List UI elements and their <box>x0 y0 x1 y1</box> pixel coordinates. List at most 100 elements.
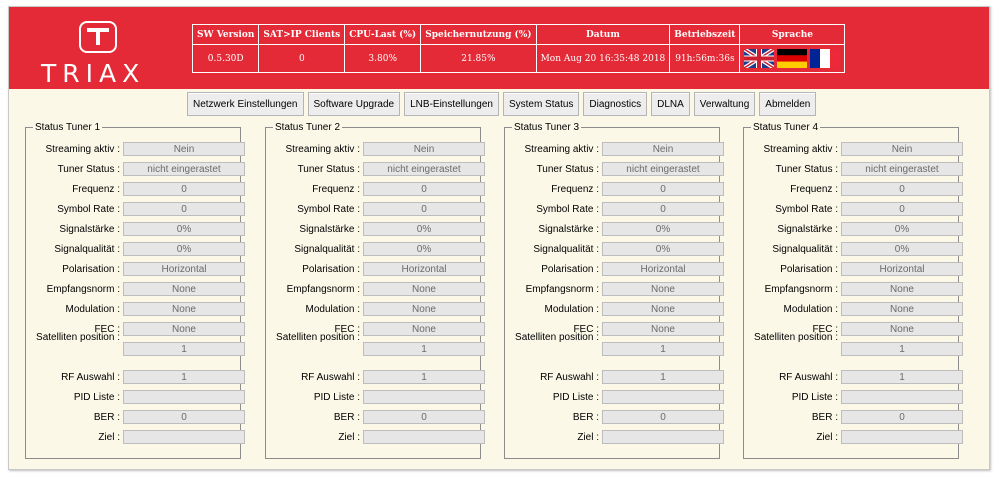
tuner-panel-2: Status Tuner 2 Streaming aktiv : Nein Tuner… <box>265 122 485 459</box>
tuner-field-row: Tuner Status : nicht eingerastet <box>266 162 485 178</box>
tuner-field-label: BER : <box>572 412 599 423</box>
tuner-field-value <box>602 390 724 404</box>
tuner-field-label: Ziel : <box>98 432 120 443</box>
tuner-field-row: BER :0 <box>266 410 485 426</box>
tuner-field-row: Signalstärke :0% <box>26 222 245 238</box>
tuner-field-row: Streaming aktiv : Nein <box>266 142 485 158</box>
tuner-field-label: Polarisation : <box>780 264 838 275</box>
tuner-field-row: Satelliten position :1 <box>26 332 245 358</box>
tuner-field-value: Nein <box>841 142 963 156</box>
col-language: Sprache <box>739 24 846 45</box>
tuner-field-row: Ziel : <box>26 430 245 446</box>
tuner-field-value: 1 <box>602 342 724 356</box>
tuner-field-row: Streaming aktiv : Nein <box>26 142 245 158</box>
tuner-field-value: None <box>841 302 963 316</box>
tuner-field-row: FEC : None <box>26 322 245 338</box>
german-flag-icon[interactable] <box>777 49 808 68</box>
tuner-field-value: 1 <box>841 370 963 384</box>
tuner-field-row: Modulation : None <box>744 302 963 318</box>
tuner-field-row: PID Liste : <box>744 390 963 406</box>
uptime-value: 91h:56m:36s <box>669 44 741 73</box>
tuner-field-label: Symbol Rate : <box>775 204 838 215</box>
tuner-field-label: PID Liste : <box>552 392 599 403</box>
tuner-field-value: 1 <box>841 342 963 356</box>
tuner-field-value: None <box>363 322 485 336</box>
nav-software-upgrade[interactable]: Software Upgrade <box>307 92 401 116</box>
tuner-field-row: PID Liste : <box>505 390 724 406</box>
tuner-field-label: Satelliten position : <box>36 332 120 343</box>
tuner-field-value <box>841 390 963 404</box>
tuner-field-label: Polarisation : <box>62 264 120 275</box>
tuner-field-row: FEC : None <box>744 322 963 338</box>
tuner-field-row: Polarisation : Horizontal <box>26 262 245 278</box>
tuner-panel-title: Status Tuner 1 <box>33 122 103 133</box>
tuner-field-label: Tuner Status : <box>536 164 599 175</box>
tuner-field-value <box>602 430 724 444</box>
tuner-panel-3: Status Tuner 3 Streaming aktiv : Nein Tuner… <box>504 122 724 459</box>
french-flag-icon[interactable] <box>810 49 841 68</box>
tuner-field-value: 0% <box>602 222 724 236</box>
nav-lnb-einstellungen[interactable]: LNB-Einstellungen <box>404 92 499 116</box>
tuner-field-label: Signalstärke : <box>777 224 838 235</box>
tuner-field-value: None <box>602 302 724 316</box>
sw-version-value: 0.5.30D <box>191 44 260 73</box>
col-date: Datum <box>535 24 671 45</box>
tuner-field-value: None <box>123 302 245 316</box>
tuner-field-value <box>123 430 245 444</box>
tuner-field-value: 0% <box>841 222 963 236</box>
tuner-field-label: Satelliten position : <box>515 332 599 343</box>
tuner-field-row: RF Auswahl :1 <box>744 370 963 386</box>
tuner-field-value: 0 <box>841 410 963 424</box>
tuner-field-row: RF Auswahl :1 <box>26 370 245 386</box>
header-bar: TRIAX SW Version SAT>IP Clients CPU-Last… <box>9 7 989 89</box>
tuner-field-row: Tuner Status : nicht eingerastet <box>744 162 963 178</box>
tuner-field-value <box>123 390 245 404</box>
tuner-field-label: Tuner Status : <box>297 164 360 175</box>
tuner-field-label: PID Liste : <box>791 392 838 403</box>
logo-text: TRIAX <box>41 59 146 88</box>
tuner-field-label: Symbol Rate : <box>297 204 360 215</box>
tuner-field-value <box>363 430 485 444</box>
tuner-field-row: Satelliten position :1 <box>505 332 724 358</box>
english-flag-icon[interactable] <box>744 49 775 68</box>
tuner-field-label: Signalqualität : <box>294 244 360 255</box>
tuner-field-label: RF Auswahl : <box>61 372 120 383</box>
tuner-field-label: Signalstärke : <box>59 224 120 235</box>
tuner-field-value: 0 <box>123 202 245 216</box>
tuner-field-label: Modulation : <box>65 304 120 315</box>
tuner-field-value: Nein <box>363 142 485 156</box>
tuner-field-value: None <box>363 282 485 296</box>
tuner-field-label: Empfangsnorm : <box>764 284 838 295</box>
col-sw-version: SW Version <box>191 24 260 45</box>
tuner-field-label: RF Auswahl : <box>301 372 360 383</box>
tuner-field-value: 0 <box>602 410 724 424</box>
tuner-field-label: Symbol Rate : <box>57 204 120 215</box>
tuner-field-row: Ziel : <box>744 430 963 446</box>
tuner-field-value: 0 <box>363 182 485 196</box>
tuner-field-label: Polarisation : <box>302 264 360 275</box>
tuner-field-value <box>841 430 963 444</box>
tuner-field-row: Satelliten position :1 <box>744 332 963 358</box>
tuner-field-label: Frequenz : <box>551 184 599 195</box>
tuner-field-row: Tuner Status : nicht eingerastet <box>26 162 245 178</box>
tuner-field-label: Signalqualität : <box>533 244 599 255</box>
tuner-field-value: 0 <box>363 410 485 424</box>
tuner-field-label: RF Auswahl : <box>540 372 599 383</box>
tuner-field-label: BER : <box>811 412 838 423</box>
tuner-field-label: Frequenz : <box>72 184 120 195</box>
nav-diagnostics[interactable]: Diagnostics <box>583 92 648 116</box>
tuner-field-value: 1 <box>363 342 485 356</box>
tuner-field-label: Streaming aktiv : <box>285 144 360 155</box>
nav-system-status[interactable]: System Status <box>502 92 580 116</box>
tuner-field-label: FEC : <box>812 324 838 335</box>
tuner-field-value: nicht eingerastet <box>841 162 963 176</box>
tuner-field-value: 1 <box>363 370 485 384</box>
tuner-field-label: Streaming aktiv : <box>45 144 120 155</box>
tuner-field-row: Streaming aktiv : Nein <box>505 142 724 158</box>
tuner-field-label: Ziel : <box>816 432 838 443</box>
tuner-field-label: FEC : <box>94 324 120 335</box>
nav-verwaltung[interactable]: Verwaltung <box>693 92 756 116</box>
nav-dlna[interactable]: DLNA <box>651 92 690 116</box>
nav-abmelden[interactable]: Abmelden <box>759 92 817 116</box>
nav-netzwerk-einstellungen[interactable]: Netzwerk Einstellungen <box>187 92 304 116</box>
